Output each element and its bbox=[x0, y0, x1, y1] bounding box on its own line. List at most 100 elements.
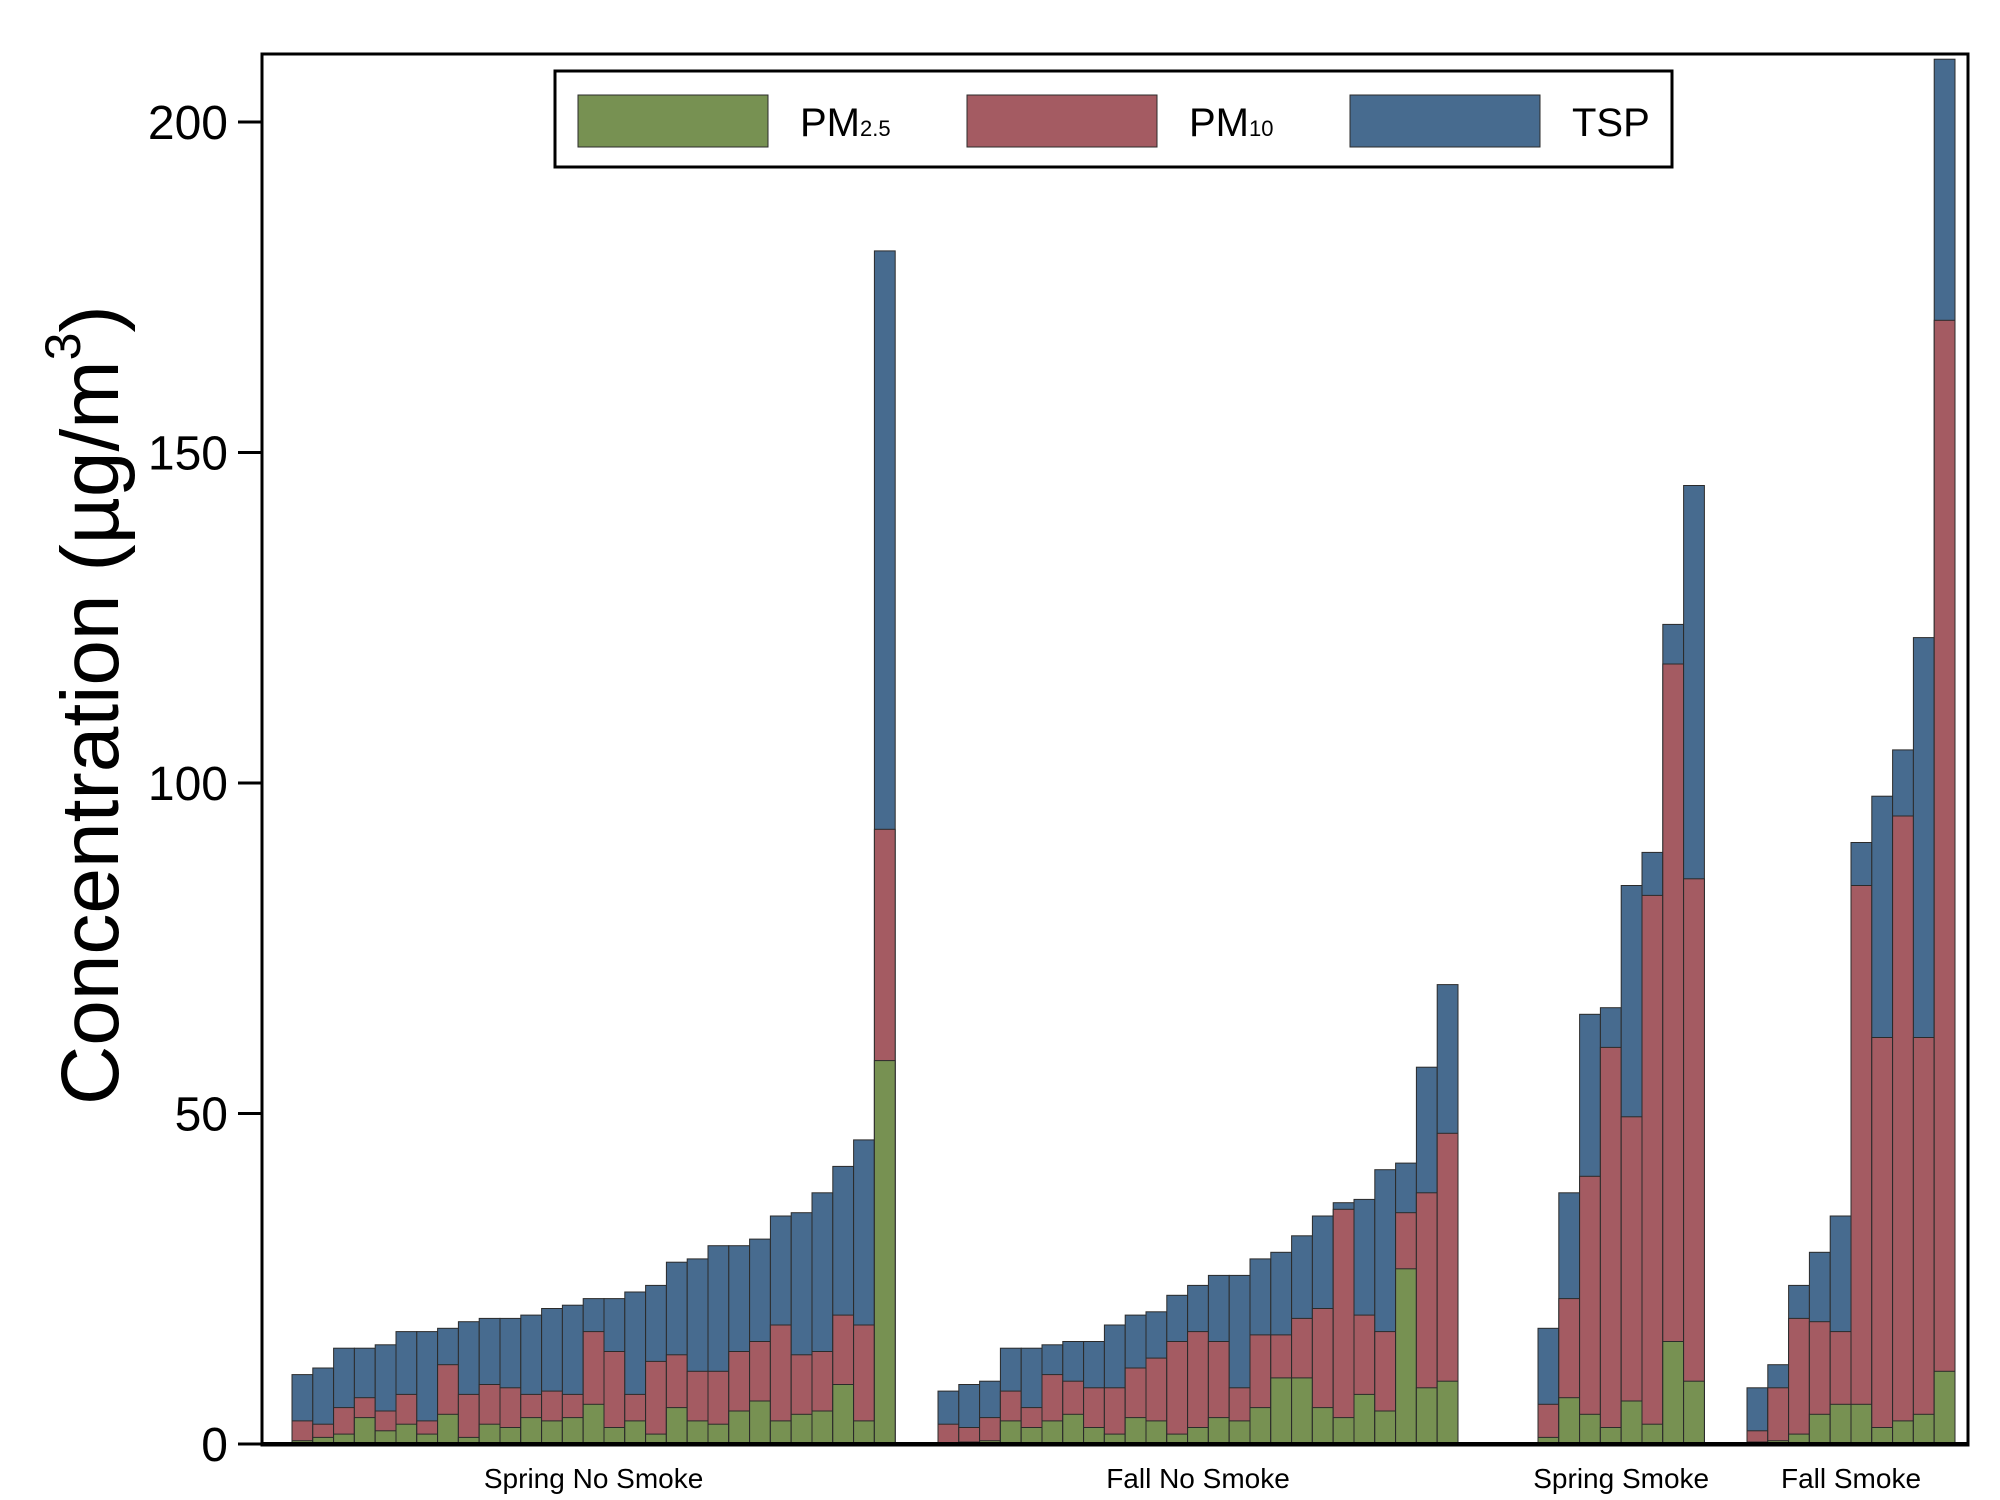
legend-subscript-pm25: 2.5 bbox=[860, 116, 891, 141]
legend-label-pm25: PM2.5 bbox=[800, 101, 891, 145]
bar-pm25-g0-24 bbox=[790, 1413, 813, 1445]
bar-pm25-g1-7 bbox=[1083, 1427, 1105, 1445]
bar-pm25-g1-9 bbox=[1124, 1417, 1147, 1445]
bar-pm10-g3-2 bbox=[1788, 1317, 1810, 1445]
bar-pm25-g1-19 bbox=[1332, 1417, 1355, 1445]
legend-label-pm10: PM10 bbox=[1189, 101, 1273, 145]
y-axis: 0 50 100 150 200 bbox=[148, 97, 262, 1472]
bar-pm25-g0-5 bbox=[395, 1423, 418, 1445]
bar-pm25-g0-25 bbox=[811, 1410, 834, 1445]
y-tick-label-200: 200 bbox=[148, 97, 228, 150]
bar-pm10-g2-2 bbox=[1579, 1175, 1601, 1445]
x-group-label-0: Spring No Smoke bbox=[484, 1463, 703, 1494]
bar-pm10-g3-1 bbox=[1767, 1387, 1790, 1445]
bar-pm25-g3-6 bbox=[1871, 1427, 1894, 1445]
bar-pm25-g2-4 bbox=[1620, 1400, 1643, 1445]
x-group-label-2: Spring Smoke bbox=[1533, 1463, 1709, 1494]
bar-pm10-g2-4 bbox=[1620, 1116, 1643, 1445]
bar-pm25-g0-10 bbox=[499, 1427, 522, 1445]
bar-pm25-g3-9 bbox=[1933, 1370, 1956, 1445]
bar-pm10-g2-5 bbox=[1641, 894, 1664, 1445]
bar-pm10-g1-2 bbox=[979, 1417, 1001, 1445]
bar-pm25-g1-10 bbox=[1145, 1420, 1168, 1445]
bar-pm10-g2-7 bbox=[1683, 878, 1705, 1445]
bar-pm25-g0-28 bbox=[873, 1060, 896, 1445]
plot-frame bbox=[260, 52, 1970, 1447]
bar-pm25-g0-15 bbox=[603, 1427, 626, 1445]
bar-pm25-g0-23 bbox=[769, 1420, 792, 1445]
bar-pm10-g0-17 bbox=[645, 1360, 667, 1445]
bar-pm25-g0-19 bbox=[686, 1420, 709, 1445]
y-axis-title-close: ) bbox=[45, 305, 136, 332]
bar-pm25-g1-12 bbox=[1187, 1427, 1209, 1445]
bar-pm25-g1-6 bbox=[1062, 1413, 1085, 1445]
bar-pm10-g2-6 bbox=[1662, 663, 1685, 1445]
y-axis-title-superscript: 3 bbox=[35, 333, 91, 361]
bar-pm25-g2-6 bbox=[1662, 1341, 1685, 1445]
bar-pm25-g3-5 bbox=[1850, 1403, 1873, 1445]
bar-pm25-g3-3 bbox=[1808, 1413, 1831, 1445]
bar-pm25-g1-22 bbox=[1395, 1268, 1417, 1445]
bar-pm25-g1-13 bbox=[1207, 1417, 1230, 1445]
bar-pm25-g3-8 bbox=[1912, 1413, 1935, 1445]
bar-pm25-g1-5 bbox=[1041, 1420, 1064, 1445]
bar-pm25-g1-18 bbox=[1311, 1407, 1334, 1445]
bar-pm25-g0-21 bbox=[728, 1410, 751, 1445]
bar-pm25-g3-4 bbox=[1829, 1403, 1852, 1445]
bar-pm10-g1-19 bbox=[1332, 1208, 1355, 1445]
bar-pm25-g1-21 bbox=[1374, 1410, 1397, 1445]
legend: PM2.5 PM10 TSP bbox=[553, 69, 1674, 169]
bar-pm10-g1-11 bbox=[1166, 1341, 1189, 1445]
bar-pm25-g2-3 bbox=[1599, 1427, 1622, 1445]
legend-label-tsp: TSP bbox=[1572, 101, 1650, 145]
bar-pm25-g1-20 bbox=[1353, 1393, 1376, 1445]
bar-pm25-g0-27 bbox=[853, 1420, 875, 1445]
bar-pm10-g3-8 bbox=[1912, 1037, 1935, 1445]
bar-pm25-g0-22 bbox=[749, 1400, 771, 1445]
bar-pm10-g3-9 bbox=[1933, 319, 1956, 1445]
bar-pm25-g3-7 bbox=[1892, 1420, 1914, 1445]
bar-pm25-g0-12 bbox=[541, 1420, 563, 1445]
bar-pm10-g3-5 bbox=[1850, 885, 1873, 1445]
y-axis-title-text: Concentration (µg/m bbox=[45, 360, 136, 1105]
bar-pm10-g3-7 bbox=[1892, 815, 1914, 1445]
y-tick-label-100: 100 bbox=[148, 758, 228, 811]
bar-pm25-g0-18 bbox=[665, 1407, 688, 1445]
legend-swatch-pm25 bbox=[577, 94, 769, 148]
bar-pm10-g3-6 bbox=[1871, 1037, 1894, 1445]
bar-pm25-g2-2 bbox=[1579, 1413, 1601, 1445]
legend-swatch-tsp bbox=[1349, 94, 1541, 148]
bar-pm25-g1-16 bbox=[1270, 1377, 1293, 1445]
bar-pm25-g1-3 bbox=[999, 1420, 1022, 1445]
bar-pm25-g2-7 bbox=[1683, 1380, 1705, 1445]
y-axis-title: Concentration (µg/m3) bbox=[35, 305, 136, 1105]
bars-layer bbox=[291, 58, 1956, 1445]
y-tick-label-50: 50 bbox=[175, 1089, 228, 1142]
bar-pm25-g1-14 bbox=[1228, 1420, 1251, 1445]
bar-pm25-g0-20 bbox=[707, 1423, 730, 1445]
bar-pm25-g1-4 bbox=[1020, 1427, 1043, 1445]
bar-pm25-g2-5 bbox=[1641, 1423, 1664, 1445]
bar-pm25-g1-24 bbox=[1436, 1380, 1459, 1445]
bar-pm25-g1-17 bbox=[1291, 1377, 1313, 1445]
bar-pm25-g0-26 bbox=[832, 1384, 855, 1445]
legend-swatch-pm10 bbox=[966, 94, 1158, 148]
bar-pm25-g0-7 bbox=[437, 1413, 459, 1445]
bar-pm25-g0-3 bbox=[353, 1417, 376, 1445]
x-group-label-3: Fall Smoke bbox=[1781, 1463, 1921, 1494]
bar-pm25-g1-23 bbox=[1415, 1387, 1438, 1445]
bar-pm25-g0-13 bbox=[561, 1417, 584, 1445]
bar-pm25-g0-9 bbox=[478, 1423, 501, 1445]
x-group-labels: Spring No Smoke Fall No Smoke Spring Smoke… bbox=[484, 1463, 1921, 1494]
bar-pm25-g0-11 bbox=[520, 1417, 543, 1445]
bar-pm10-g1-0 bbox=[937, 1423, 960, 1445]
bar-pm25-g1-15 bbox=[1249, 1407, 1272, 1445]
bar-pm10-g0-8 bbox=[457, 1393, 480, 1445]
y-tick-label-150: 150 bbox=[148, 428, 228, 481]
legend-subscript-pm10: 10 bbox=[1249, 116, 1273, 141]
bar-pm25-g2-1 bbox=[1558, 1397, 1581, 1445]
bar-pm25-g0-14 bbox=[582, 1403, 605, 1445]
bar-pm10-g2-3 bbox=[1599, 1046, 1622, 1445]
y-tick-label-0: 0 bbox=[201, 1419, 228, 1472]
